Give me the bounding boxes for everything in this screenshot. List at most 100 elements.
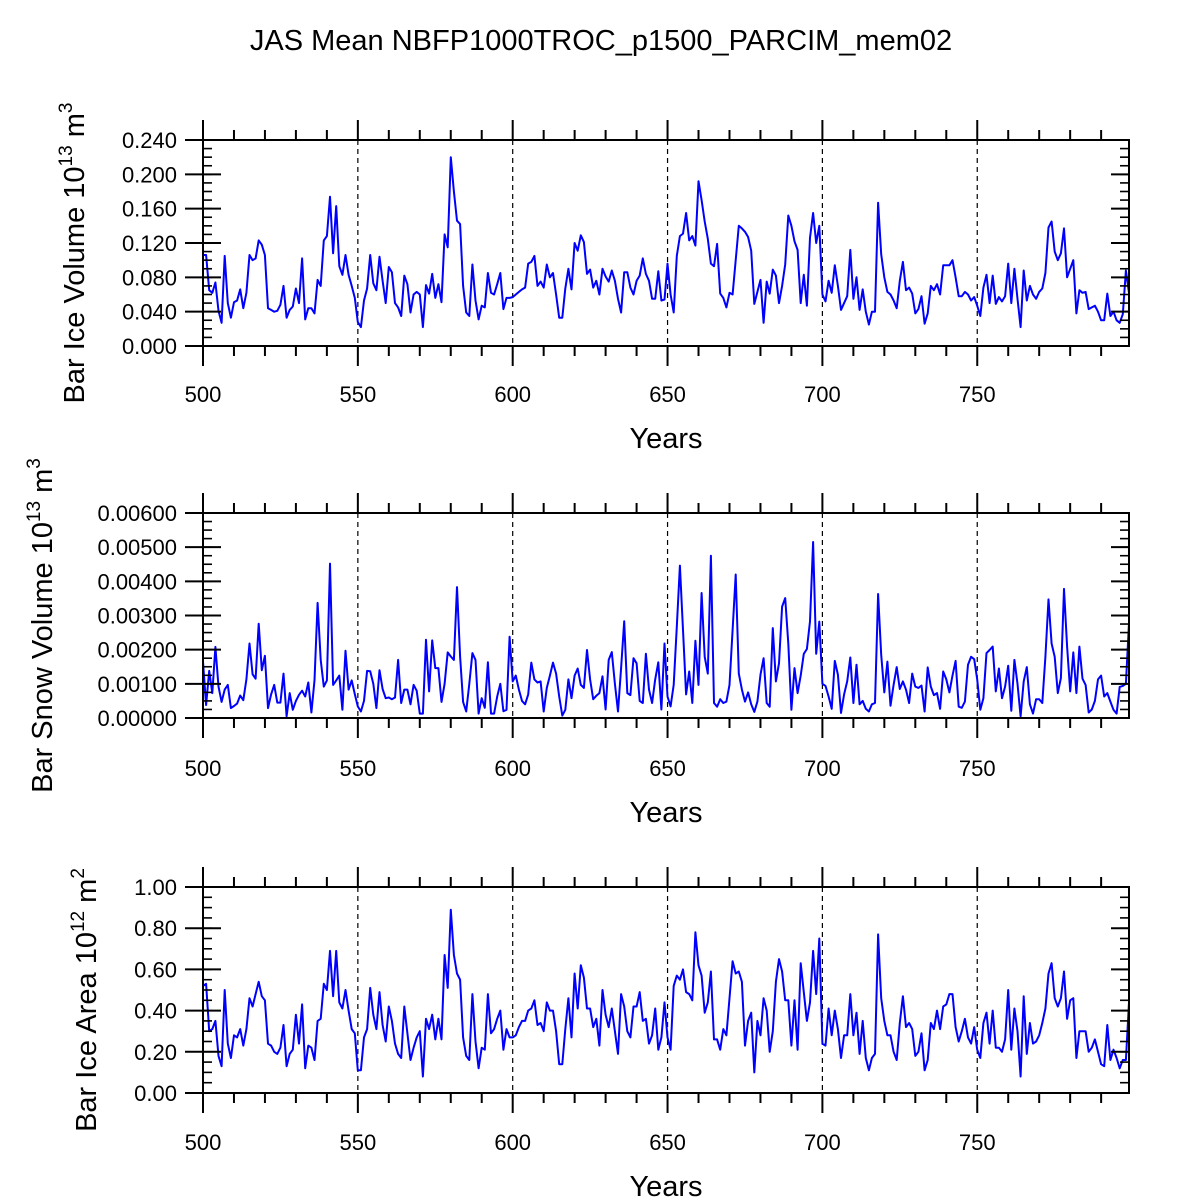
data-point — [245, 678, 247, 680]
data-point — [437, 667, 439, 669]
y-tick-label: 0.000 — [122, 334, 177, 359]
data-point — [515, 675, 517, 677]
data-point — [468, 683, 470, 685]
data-point — [738, 225, 740, 227]
y-tick-label: 0.200 — [122, 162, 177, 187]
data-point — [437, 283, 439, 285]
data-point — [465, 1055, 467, 1057]
data-point — [549, 276, 551, 278]
data-point — [896, 1059, 898, 1061]
data-point — [487, 661, 489, 663]
data-point — [632, 657, 635, 659]
data-point — [292, 709, 294, 711]
data-point — [688, 993, 690, 995]
data-point — [998, 1047, 1000, 1049]
data-point — [409, 311, 412, 314]
data-point — [750, 703, 752, 705]
data-point — [539, 281, 542, 283]
data-point — [351, 285, 353, 287]
data-point — [766, 281, 768, 283]
data-point — [344, 254, 347, 256]
data-point — [973, 296, 975, 298]
data-point — [561, 715, 563, 717]
data-point — [1060, 252, 1062, 254]
data-point — [518, 689, 520, 691]
x-axis-label: Years — [629, 1171, 702, 1202]
data-point — [889, 705, 892, 707]
data-point — [459, 655, 461, 658]
data-point — [416, 690, 418, 692]
data-point — [465, 710, 467, 713]
data-point — [388, 1005, 390, 1008]
data-point — [992, 275, 994, 277]
data-point — [574, 675, 576, 677]
data-point — [725, 701, 727, 703]
data-point — [719, 698, 721, 700]
data-point — [595, 280, 597, 282]
data-point — [208, 670, 210, 672]
data-point — [304, 1067, 306, 1069]
data-point — [933, 694, 935, 696]
y-tick-label: 0.00500 — [97, 535, 177, 560]
x-tick-label: 650 — [649, 382, 686, 407]
data-point — [391, 1020, 393, 1022]
y-axis-label-text: m — [27, 469, 59, 501]
data-point — [1010, 1049, 1012, 1051]
data-point — [862, 700, 864, 702]
data-point — [230, 707, 232, 709]
data-point — [316, 1020, 319, 1022]
data-point — [1091, 306, 1093, 308]
data-point — [778, 302, 780, 304]
data-point — [490, 712, 492, 715]
data-point — [1069, 268, 1071, 270]
data-point — [611, 651, 613, 653]
x-tick-label: 700 — [804, 382, 841, 407]
data-point — [961, 295, 963, 297]
data-point — [790, 225, 793, 227]
data-point — [440, 301, 443, 303]
data-point — [471, 993, 474, 995]
data-point — [753, 711, 755, 713]
data-point — [797, 692, 799, 694]
data-point — [722, 702, 724, 704]
data-point — [400, 702, 402, 704]
data-point — [1029, 1022, 1031, 1024]
data-point — [920, 684, 923, 687]
data-point — [533, 255, 535, 257]
data-point — [697, 964, 700, 966]
x-tick-label: 750 — [959, 382, 996, 407]
data-point — [645, 653, 647, 655]
data-point — [762, 322, 765, 324]
data-point — [911, 293, 913, 295]
data-point — [505, 297, 508, 299]
data-point — [391, 698, 393, 700]
data-point — [474, 659, 477, 661]
data-point — [979, 709, 981, 711]
data-point — [670, 1049, 672, 1051]
data-point — [230, 317, 232, 319]
data-point — [242, 307, 244, 309]
x-axis-label: Years — [629, 423, 702, 455]
data-point — [536, 681, 539, 684]
data-point — [369, 254, 371, 256]
data-point — [911, 672, 913, 675]
data-point — [239, 1028, 241, 1030]
data-point — [1116, 319, 1118, 321]
data-point — [1069, 690, 1071, 692]
data-point — [1109, 701, 1112, 703]
data-point — [598, 692, 601, 694]
data-point — [1094, 305, 1096, 307]
data-point — [843, 302, 845, 304]
data-point — [958, 706, 960, 708]
data-point — [682, 629, 684, 631]
data-point — [425, 284, 427, 286]
data-point — [787, 999, 789, 1001]
y-tick-label: 0.00 — [134, 1081, 177, 1106]
data-point — [1112, 1049, 1115, 1051]
data-point — [570, 288, 573, 290]
data-point — [682, 968, 684, 971]
data-point — [1026, 299, 1028, 302]
y-axis-label-exponent: 13 — [24, 501, 45, 522]
data-point — [431, 639, 433, 642]
data-point — [623, 271, 625, 273]
